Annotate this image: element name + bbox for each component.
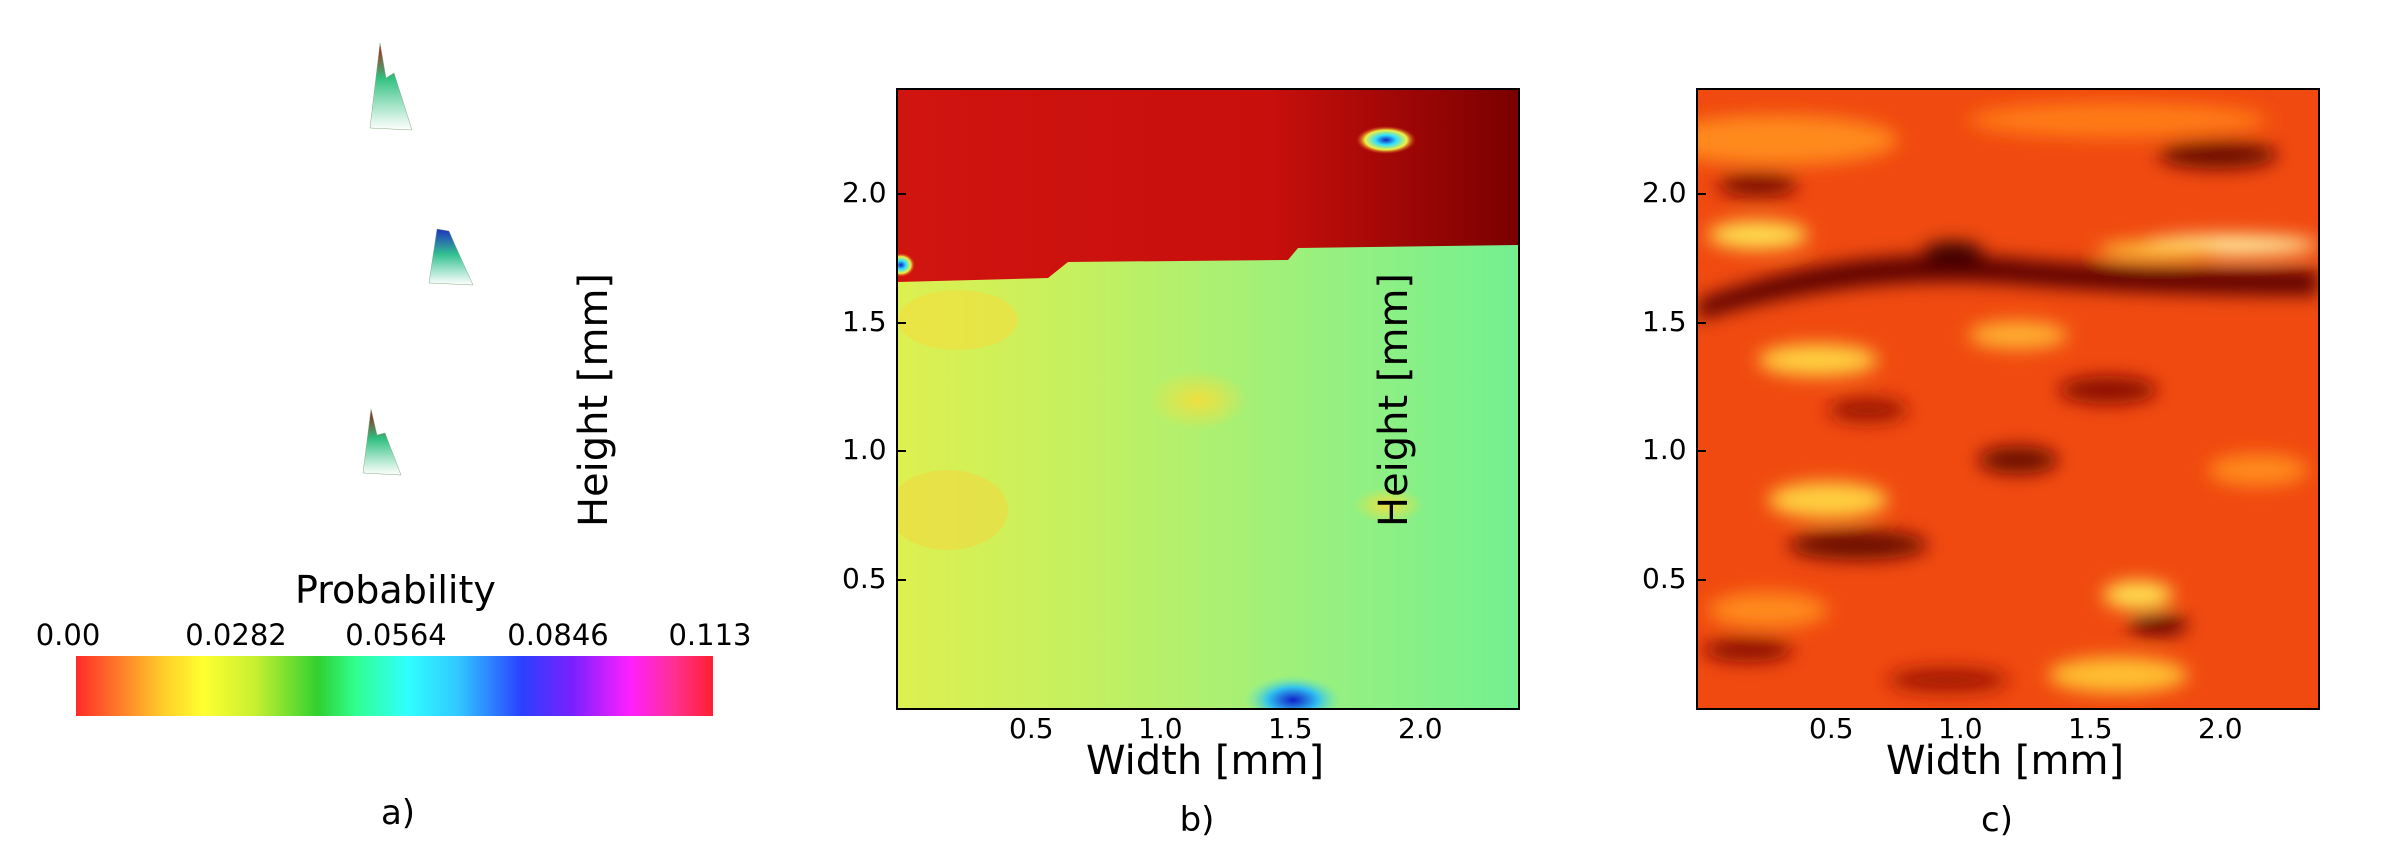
probability-peak-top bbox=[369, 42, 413, 131]
b-xtick-2.0: 2.0 bbox=[1398, 712, 1443, 745]
c-ytick-2.0: 2.0 bbox=[1642, 176, 1687, 209]
c-ytick-1.0: 1.0 bbox=[1642, 433, 1687, 466]
colorbar-tick-0: 0.00 bbox=[35, 618, 101, 652]
colorbar-title: Probability bbox=[295, 568, 496, 612]
colorbar-tick-1: 0.0282 bbox=[185, 618, 287, 652]
c-ytick-mark-2.0 bbox=[1696, 193, 1706, 195]
c-ytick-mark-1.5 bbox=[1696, 322, 1706, 324]
b-ytick-2.0: 2.0 bbox=[842, 176, 887, 209]
panel-label-a: a) bbox=[380, 793, 416, 833]
b-xtick-0.5: 0.5 bbox=[1009, 712, 1054, 745]
panel-label-c: c) bbox=[1981, 800, 2013, 840]
b-xtick-1.0: 1.0 bbox=[1138, 712, 1183, 745]
b-ytick-mark-1.0 bbox=[896, 450, 906, 452]
b-xtick-1.5: 1.5 bbox=[1268, 712, 1313, 745]
c-xtick-0.5: 0.5 bbox=[1809, 712, 1854, 745]
b-ytick-mark-2.0 bbox=[896, 193, 906, 195]
b-ytick-1.5: 1.5 bbox=[842, 305, 887, 338]
c-ytick-mark-0.5 bbox=[1696, 579, 1706, 581]
b-ylabel: Height [mm] bbox=[571, 272, 617, 528]
probability-peak-middle bbox=[428, 228, 474, 286]
c-xtick-1.0: 1.0 bbox=[1938, 712, 1983, 745]
panel-a: Probability 0.00 0.0282 0.0564 0.0846 0.… bbox=[0, 0, 800, 841]
c-ytick-1.5: 1.5 bbox=[1642, 305, 1687, 338]
colorbar-tick-4: 0.113 bbox=[668, 618, 752, 652]
heatmap-b bbox=[896, 88, 1520, 710]
c-ylabel: Height [mm] bbox=[1371, 272, 1417, 528]
b-ytick-0.5: 0.5 bbox=[842, 562, 887, 595]
probability-peak-bottom bbox=[362, 408, 402, 476]
c-xtick-2.0: 2.0 bbox=[2198, 712, 2243, 745]
b-xlabel: Width [mm] bbox=[1086, 738, 1325, 784]
c-xlabel: Width [mm] bbox=[1886, 738, 2125, 784]
b-ytick-mark-1.5 bbox=[896, 322, 906, 324]
heatmap-c bbox=[1696, 88, 2320, 710]
colorbar-tick-3: 0.0846 bbox=[507, 618, 609, 652]
c-xtick-1.5: 1.5 bbox=[2068, 712, 2113, 745]
c-ytick-0.5: 0.5 bbox=[1642, 562, 1687, 595]
c-ytick-mark-1.0 bbox=[1696, 450, 1706, 452]
b-ytick-1.0: 1.0 bbox=[842, 433, 887, 466]
colorbar bbox=[76, 656, 713, 716]
colorbar-tick-2: 0.0564 bbox=[345, 618, 447, 652]
panel-label-b: b) bbox=[1179, 800, 1215, 840]
b-ytick-mark-0.5 bbox=[896, 579, 906, 581]
